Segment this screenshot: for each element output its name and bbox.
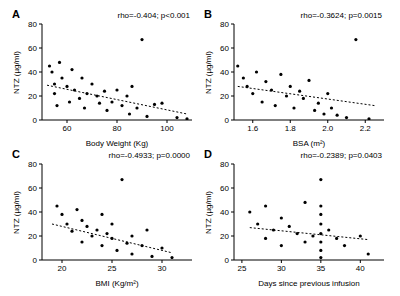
svg-text:60: 60 [220,184,229,193]
svg-text:2.0: 2.0 [322,124,334,133]
svg-text:80: 80 [28,160,37,169]
svg-text:40: 40 [356,264,365,273]
html-text:D: D [204,148,212,160]
svg-text:0: 0 [33,116,38,125]
html-text:C: C [12,148,20,160]
svg-text:1.6: 1.6 [247,124,259,133]
svg-text:40: 40 [28,208,37,217]
svg-text:60: 60 [220,44,229,53]
svg-text:2.2: 2.2 [360,124,372,133]
svg-text:Body Weight (Kg): Body Weight (Kg) [86,139,149,148]
svg-text:60: 60 [28,44,37,53]
svg-text:NTZ (µg/ml): NTZ (µg/ml) [204,191,213,234]
svg-text:80: 80 [220,20,229,29]
svg-text:BSA (m²): BSA (m²) [293,139,326,148]
svg-text:20: 20 [28,92,37,101]
svg-text:80: 80 [220,160,229,169]
svg-text:1.8: 1.8 [285,124,297,133]
svg-text:40: 40 [220,68,229,77]
svg-text:80: 80 [28,20,37,29]
svg-text:NTZ (µg/ml): NTZ (µg/ml) [12,51,21,94]
svg-text:BMI (Kg/m²): BMI (Kg/m²) [95,279,138,288]
svg-text:20: 20 [220,92,229,101]
svg-text:30: 30 [277,264,286,273]
svg-text:60: 60 [28,184,37,193]
html-text:rho=-0.3624; p=0.0015: rho=-0.3624; p=0.0015 [300,11,382,20]
svg-text:0: 0 [33,256,38,265]
svg-text:25: 25 [108,264,117,273]
svg-text:80: 80 [113,124,122,133]
svg-text:NTZ (µg/ml): NTZ (µg/ml) [204,51,213,94]
html-text:rho=-0.404; p<0.001: rho=-0.404; p<0.001 [117,11,190,20]
svg-text:NTZ (µg/ml): NTZ (µg/ml) [12,191,21,234]
svg-text:Days since previous infusion: Days since previous infusion [258,279,359,288]
html-text:A: A [12,8,20,20]
svg-text:20: 20 [28,232,37,241]
svg-text:35: 35 [316,264,325,273]
html-text:B: B [204,8,212,20]
svg-text:25: 25 [237,264,246,273]
svg-text:0: 0 [225,116,230,125]
svg-text:0: 0 [225,256,230,265]
svg-text:20: 20 [220,232,229,241]
svg-text:40: 40 [220,208,229,217]
svg-text:30: 30 [158,264,167,273]
svg-text:40: 40 [28,68,37,77]
html-text:rho=-0.4933; p=0.0000: rho=-0.4933; p=0.0000 [108,151,190,160]
svg-text:100: 100 [160,124,174,133]
svg-text:60: 60 [63,124,72,133]
svg-text:20: 20 [58,264,67,273]
html-text:rho=-0.2389; p=0.0403: rho=-0.2389; p=0.0403 [300,151,382,160]
